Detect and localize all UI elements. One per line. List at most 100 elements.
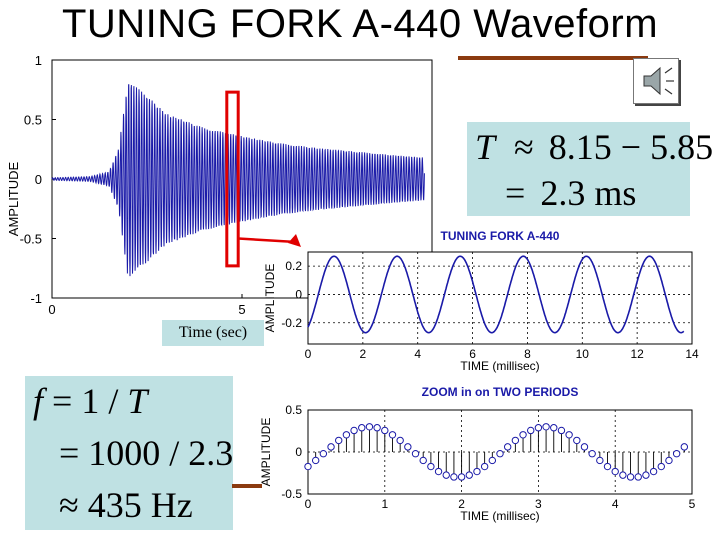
x-axis-label: TIME (millisec): [460, 509, 539, 523]
stem-marker: [319, 450, 328, 458]
stem-marker: [503, 443, 512, 451]
stem-marker: [388, 431, 397, 439]
x-tick-label: 10: [576, 347, 590, 361]
y-axis-label: AMPLITUDE: [259, 418, 273, 487]
approx-sign: ≈: [514, 127, 534, 167]
y-tick-label: 0: [35, 172, 42, 187]
stem-marker: [396, 436, 404, 445]
stem-marker: [580, 443, 589, 451]
plot-frame: [51, 59, 433, 299]
stem-marker: [611, 467, 619, 476]
x-tick-label: 2: [458, 497, 465, 511]
speaker-sound-icon: [643, 66, 674, 96]
chart-title: TUNING FORK A-440: [441, 229, 560, 243]
y-tick-label: -1: [30, 291, 42, 306]
stem-marker: [665, 456, 673, 465]
x-axis-label: TIME (millisec): [460, 359, 539, 373]
stem-marker: [619, 471, 627, 479]
stem-marker: [565, 431, 573, 439]
time-axis-label: Time (sec): [162, 320, 264, 346]
freq-line-2: = 1000 / 2.3: [59, 433, 234, 473]
stem-marker: [350, 426, 358, 435]
period-symbol: T: [475, 127, 496, 167]
x-tick-label: 4: [414, 347, 421, 361]
y-tick-label: 0.5: [24, 113, 42, 128]
stem-marker: [442, 471, 450, 479]
stem-marker: [534, 424, 543, 432]
period-line-2: = 2.3 ms: [505, 172, 636, 214]
y-tick-label: -0.5: [281, 487, 302, 501]
stem-marker: [511, 436, 520, 445]
y-tick-label: 0.2: [285, 259, 302, 273]
frequency-equation-box: f = 1 / T = 1000 / 2.3 ≈ 435 Hz: [25, 376, 233, 530]
waveform-line: [307, 255, 685, 334]
x-tick-label: 5: [238, 302, 245, 317]
stem-marker: [419, 456, 427, 465]
freq-line-3: ≈ 435 Hz: [59, 485, 193, 525]
title-accent-bar: [458, 56, 648, 60]
plot-frame: [307, 409, 693, 495]
period-equation-box: T ≈ 8.15 − 5.85 = 2.3 ms: [467, 122, 713, 216]
x-tick-label: 0: [48, 302, 55, 317]
highlight-box: [225, 90, 240, 268]
stem-marker: [649, 467, 658, 476]
stem-marker: [427, 462, 435, 471]
stem-marker: [457, 473, 466, 481]
x-tick-label: 14: [685, 347, 699, 361]
chart-title: ZOOM in on TWO PERIODS: [422, 385, 579, 399]
equals-sign: =: [505, 173, 526, 213]
y-axis-label: AMPLITUDE: [263, 264, 277, 333]
x-tick-label: 6: [469, 347, 476, 361]
stem-marker: [603, 462, 612, 471]
freq-symbol: f: [33, 381, 44, 421]
stem-marker: [404, 443, 412, 451]
stem-marker: [519, 431, 527, 439]
x-tick-label: 8: [524, 347, 531, 361]
stem-marker: [680, 443, 689, 451]
stem-marker: [327, 443, 335, 451]
stem-marker: [657, 462, 665, 471]
freq-period-symbol: T: [127, 381, 148, 421]
zoom-arrowhead: [288, 234, 301, 247]
stem-marker: [311, 456, 320, 465]
x-tick-label: 0: [305, 497, 312, 511]
x-tick-label: 4: [612, 497, 619, 511]
x-tick-label: 5: [689, 497, 696, 511]
stem-marker: [434, 467, 443, 476]
zoom-arrow: [238, 237, 297, 244]
x-tick-label: 3: [535, 497, 542, 511]
stem-marker: [488, 456, 497, 465]
stem-marker: [465, 471, 473, 479]
stem-marker: [373, 424, 381, 432]
y-tick-label: 0.5: [285, 403, 302, 417]
stem-marker: [365, 423, 374, 431]
stem-marker: [626, 473, 635, 481]
stem-marker: [411, 450, 420, 458]
stem-marker: [527, 426, 535, 435]
period-result: 2.3 ms: [540, 173, 637, 213]
slide-title: TUNING FORK A-440 Waveform: [61, 2, 659, 46]
y-tick-label: 0: [295, 287, 302, 301]
stem-marker: [450, 473, 458, 481]
freq-line-1: f = 1 / T: [33, 380, 147, 422]
stem-marker: [542, 423, 550, 431]
y-axis-label: AMPLITUDE: [6, 161, 21, 236]
x-tick-label: 1: [381, 497, 388, 511]
x-tick-label: 2: [360, 347, 367, 361]
x-tick-label: 12: [630, 347, 644, 361]
y-tick-label: -0.5: [20, 232, 42, 247]
y-tick-label: 1: [35, 53, 42, 68]
stem-marker: [358, 424, 366, 432]
stem-marker: [335, 436, 343, 445]
stem-marker: [381, 426, 389, 435]
stem-marker: [557, 426, 566, 435]
stem-marker: [473, 467, 481, 476]
stem-marker: [480, 462, 489, 471]
y-tick-label: 0: [295, 445, 302, 459]
stem-marker: [304, 462, 312, 471]
x-tick-label: 10: [425, 302, 439, 317]
speaker-button[interactable]: [633, 58, 679, 104]
stem-marker: [573, 436, 581, 445]
connector-bar: [232, 484, 262, 488]
stem-marker: [642, 471, 650, 479]
